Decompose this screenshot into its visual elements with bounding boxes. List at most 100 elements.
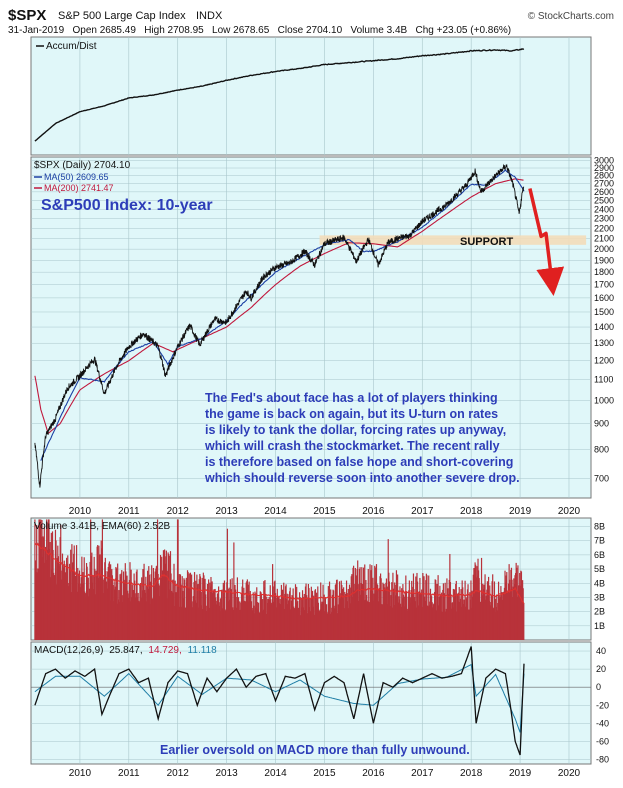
y-tick-label: 800 <box>594 444 609 454</box>
macd-title-value: 25.847, <box>109 645 142 656</box>
commentary-line: The Fed's about face has a lot of player… <box>205 391 498 405</box>
y-tick-label: 2B <box>594 607 605 617</box>
y-tick-label: 1700 <box>594 280 614 290</box>
x-tick-label: 2017 <box>411 768 434 779</box>
y-tick-label: 2600 <box>594 187 614 197</box>
x-tick-label: 2016 <box>362 506 385 517</box>
y-tick-label: 8B <box>594 522 605 532</box>
x-tick-label: 2010 <box>69 506 92 517</box>
macd-title: MACD(12,26,9) 25.847, 14.729, 11.118 <box>34 645 217 656</box>
x-tick-label: 2011 <box>118 506 140 517</box>
commentary: The Fed's about face has a lot of player… <box>204 391 520 485</box>
macd-annotation: Earlier oversold on MACD more than fully… <box>160 743 470 757</box>
y-tick-label: 1200 <box>594 356 614 366</box>
macd-panel <box>30 641 592 765</box>
x-tick-label: 2013 <box>216 768 239 779</box>
commentary-line: is therefore based on false hope and sho… <box>205 455 513 469</box>
x-tick-label: 2015 <box>313 506 336 517</box>
x-tick-label: 2014 <box>264 506 287 517</box>
y-tick-label: 3B <box>594 592 605 602</box>
y-tick-label: 1900 <box>594 255 614 265</box>
exchange: INDX <box>196 10 223 22</box>
y-tick-label: 2900 <box>594 163 614 173</box>
legend-ma50: MA(50) 2609.65 <box>44 172 109 182</box>
x-tick-label: 2014 <box>264 768 287 779</box>
y-tick-label: -60 <box>596 736 609 746</box>
x-tick-label: 2020 <box>558 506 581 517</box>
y-tick-label: 2000 <box>594 244 614 254</box>
y-tick-label: 6B <box>594 550 605 560</box>
legend-ma200: MA(200) 2741.47 <box>44 183 114 193</box>
x-tick-label: 2011 <box>118 768 140 779</box>
y-tick-label: 2300 <box>594 214 614 224</box>
x-tick-label: 2020 <box>558 768 581 779</box>
y-tick-label: 40 <box>596 646 606 656</box>
commentary-line: which will crash the stockmarket. The re… <box>204 439 500 453</box>
y-tick-label: 1B <box>594 621 605 631</box>
x-tick-label: 2018 <box>460 768 483 779</box>
x-tick-label: 2017 <box>411 506 434 517</box>
y-tick-label: 5B <box>594 564 605 574</box>
macd-title-histogram: 11.118 <box>188 645 218 656</box>
y-tick-label: 20 <box>596 664 606 674</box>
series-line-spx <box>34 163 525 488</box>
volume-title: Volume 3.41B, EMA(60) 2.52B <box>34 521 171 532</box>
index-name: S&P 500 Large Cap Index <box>58 10 186 22</box>
y-tick-label: 2400 <box>594 204 614 214</box>
series-line-accum-dist <box>34 48 525 142</box>
y-tick-label: 1500 <box>594 307 614 317</box>
y-tick-label: 2100 <box>594 234 614 244</box>
y-tick-label: 4B <box>594 578 605 588</box>
symbol: $SPX <box>8 7 46 24</box>
support-label: SUPPORT <box>460 236 513 248</box>
y-tick-label: 1300 <box>594 338 614 348</box>
macd-title-signal: 14.729, <box>148 645 181 656</box>
y-tick-label: 900 <box>594 419 609 429</box>
chart-heading: S&P500 Index: 10-year <box>41 197 213 214</box>
copyright: © StockCharts.com <box>528 11 614 22</box>
x-tick-label: 2015 <box>313 768 336 779</box>
x-tick-label: 2013 <box>216 506 239 517</box>
support-zone <box>319 235 587 245</box>
commentary-line: is likely to tank the dollar, forcing ra… <box>205 423 506 437</box>
y-tick-label: 2200 <box>594 223 614 233</box>
y-tick-label: 1800 <box>594 267 614 277</box>
macd-legend: MACD(12,26,9) 25.847, 14.729, 11.118 <box>34 645 217 656</box>
x-tick-label: 2012 <box>167 506 190 517</box>
axis-labels: 2010201020112011201220122013201320142014… <box>69 156 614 779</box>
y-tick-label: 1000 <box>594 396 614 406</box>
x-tick-label: 2019 <box>509 768 532 779</box>
x-tick-label: 2012 <box>167 768 190 779</box>
y-tick-label: 1400 <box>594 322 614 332</box>
chart-series <box>34 48 565 756</box>
projected-arrow <box>528 188 565 296</box>
price-title: $SPX (Daily) 2704.10 <box>34 160 131 171</box>
y-tick-label: 3000 <box>594 156 614 166</box>
y-tick-label: 1100 <box>594 375 613 385</box>
quote-line: 31-Jan-2019 Open 2685.49 High 2708.95 Lo… <box>8 25 511 36</box>
x-tick-label: 2018 <box>460 506 483 517</box>
x-tick-label: 2010 <box>69 768 92 779</box>
y-tick-label: 700 <box>594 473 609 483</box>
price-panel <box>30 156 592 499</box>
series-line-macd <box>34 646 525 756</box>
y-tick-label: 2500 <box>594 195 614 205</box>
y-tick-label: -20 <box>596 700 609 710</box>
y-tick-label: 2700 <box>594 179 614 189</box>
volume-bars <box>34 519 525 640</box>
y-tick-label: -80 <box>596 754 609 764</box>
macd-title-label: MACD(12,26,9) <box>34 645 103 656</box>
volume-legend: Volume 3.41B, EMA(60) 2.52B <box>34 521 171 532</box>
y-tick-label: 0 <box>596 682 601 692</box>
series-line-volume-ema <box>34 542 525 604</box>
x-tick-label: 2016 <box>362 768 385 779</box>
legend-accum-dist: Accum/Dist <box>46 41 97 52</box>
y-tick-label: 7B <box>594 536 605 546</box>
y-tick-label: -40 <box>596 718 609 728</box>
price-legend: $SPX (Daily) 2704.10 MA(50) 2609.65 MA(2… <box>34 160 131 193</box>
accum-dist-legend: Accum/Dist <box>36 41 97 52</box>
x-tick-label: 2019 <box>509 506 532 517</box>
support-band <box>319 235 587 245</box>
commentary-line: the game is back on again, but its U-tur… <box>205 407 498 421</box>
